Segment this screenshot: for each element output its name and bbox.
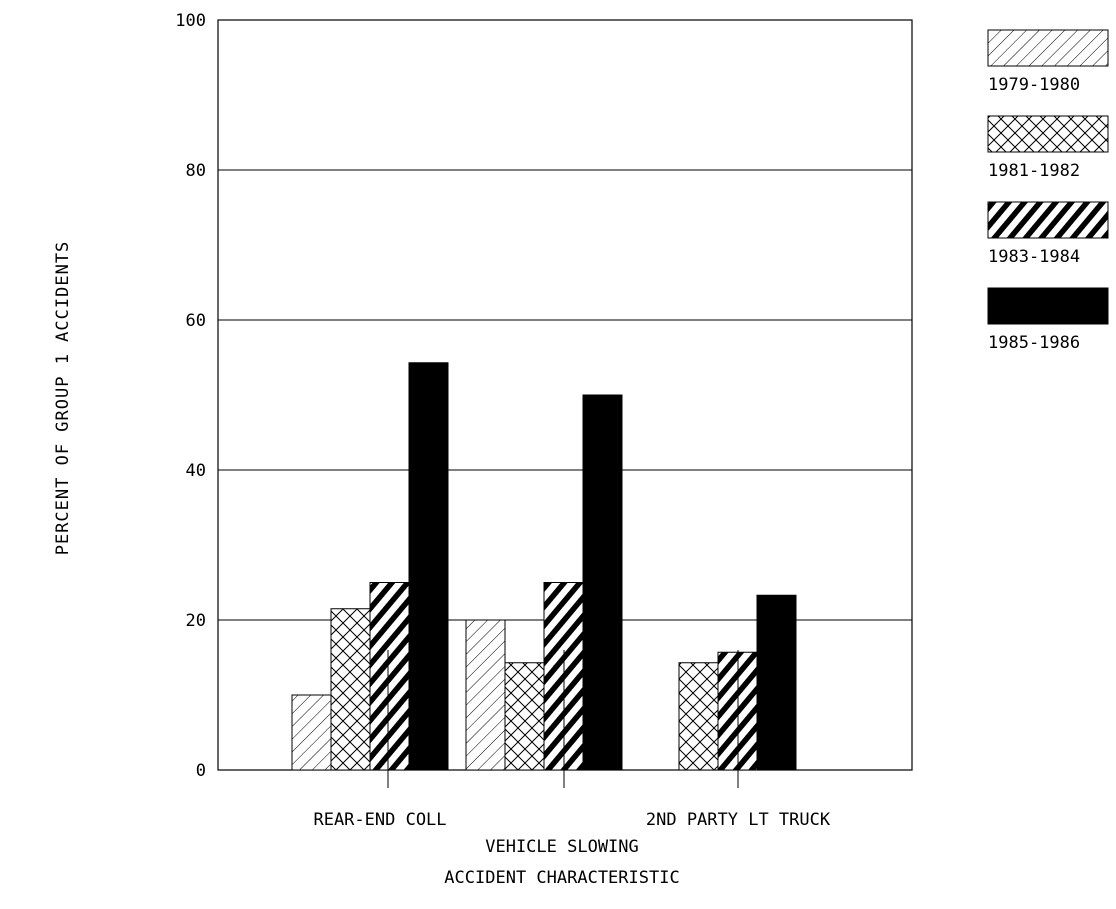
bar-1985-1986-2 — [756, 594, 797, 771]
bar-1979-1980-1 — [465, 619, 506, 771]
bar-1981-1982-2 — [678, 662, 719, 771]
legend-swatch — [987, 115, 1109, 153]
legend-label: 1985-1986 — [988, 333, 1080, 353]
legend-swatch — [987, 287, 1109, 325]
bars — [291, 362, 797, 771]
legend-swatch — [987, 29, 1109, 67]
bar-1981-1982-0 — [330, 608, 371, 771]
x-axis-ticks — [387, 650, 739, 788]
y-tick-label: 20 — [186, 611, 206, 631]
legend-label: 1983-1984 — [988, 247, 1080, 267]
gridlines — [218, 169, 912, 621]
category-label: REAR-END COLL — [313, 810, 446, 830]
y-axis-label: PERCENT OF GROUP 1 ACCIDENTS — [53, 241, 73, 556]
category-label: VEHICLE SLOWING — [485, 837, 639, 857]
legend-swatch — [987, 201, 1109, 239]
y-tick-label: 60 — [186, 311, 206, 331]
x-axis-label: ACCIDENT CHARACTERISTIC — [444, 868, 679, 888]
legend-label: 1981-1982 — [988, 161, 1080, 181]
y-tick-label: 100 — [175, 11, 206, 31]
bar-1983-1984-0 — [369, 582, 410, 771]
y-tick-label: 0 — [196, 761, 206, 781]
legend-label: 1979-1980 — [988, 75, 1080, 95]
y-axis-ticks: 0 20 40 60 80 100 — [175, 11, 206, 781]
legend: 1979-1980 1981-1982 1983-1984 1985-1986 — [987, 29, 1109, 353]
y-tick-label: 40 — [186, 461, 206, 481]
bar-1985-1986-0 — [408, 362, 449, 771]
y-tick-label: 80 — [186, 161, 206, 181]
category-labels: REAR-END COLL VEHICLE SLOWING 2ND PARTY LT… — [313, 810, 830, 857]
category-label: 2ND PARTY LT TRUCK — [646, 810, 831, 830]
bar-1985-1986-1 — [582, 394, 623, 771]
bar-1979-1980-0 — [291, 694, 332, 771]
bar-1981-1982-1 — [504, 662, 545, 771]
